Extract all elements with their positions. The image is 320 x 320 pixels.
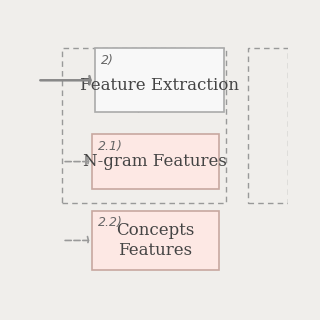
Bar: [92, 211, 219, 270]
Text: 2.2): 2.2): [98, 216, 123, 229]
Text: 2): 2): [101, 54, 114, 67]
Text: Concepts
Features: Concepts Features: [116, 222, 195, 259]
Text: Feature Extraction: Feature Extraction: [80, 77, 238, 94]
Bar: [248, 48, 288, 204]
Bar: [95, 48, 224, 112]
Bar: [62, 48, 226, 204]
Bar: [92, 134, 219, 189]
Text: N-gram Features: N-gram Features: [84, 153, 227, 170]
Text: 2.1): 2.1): [98, 140, 123, 153]
